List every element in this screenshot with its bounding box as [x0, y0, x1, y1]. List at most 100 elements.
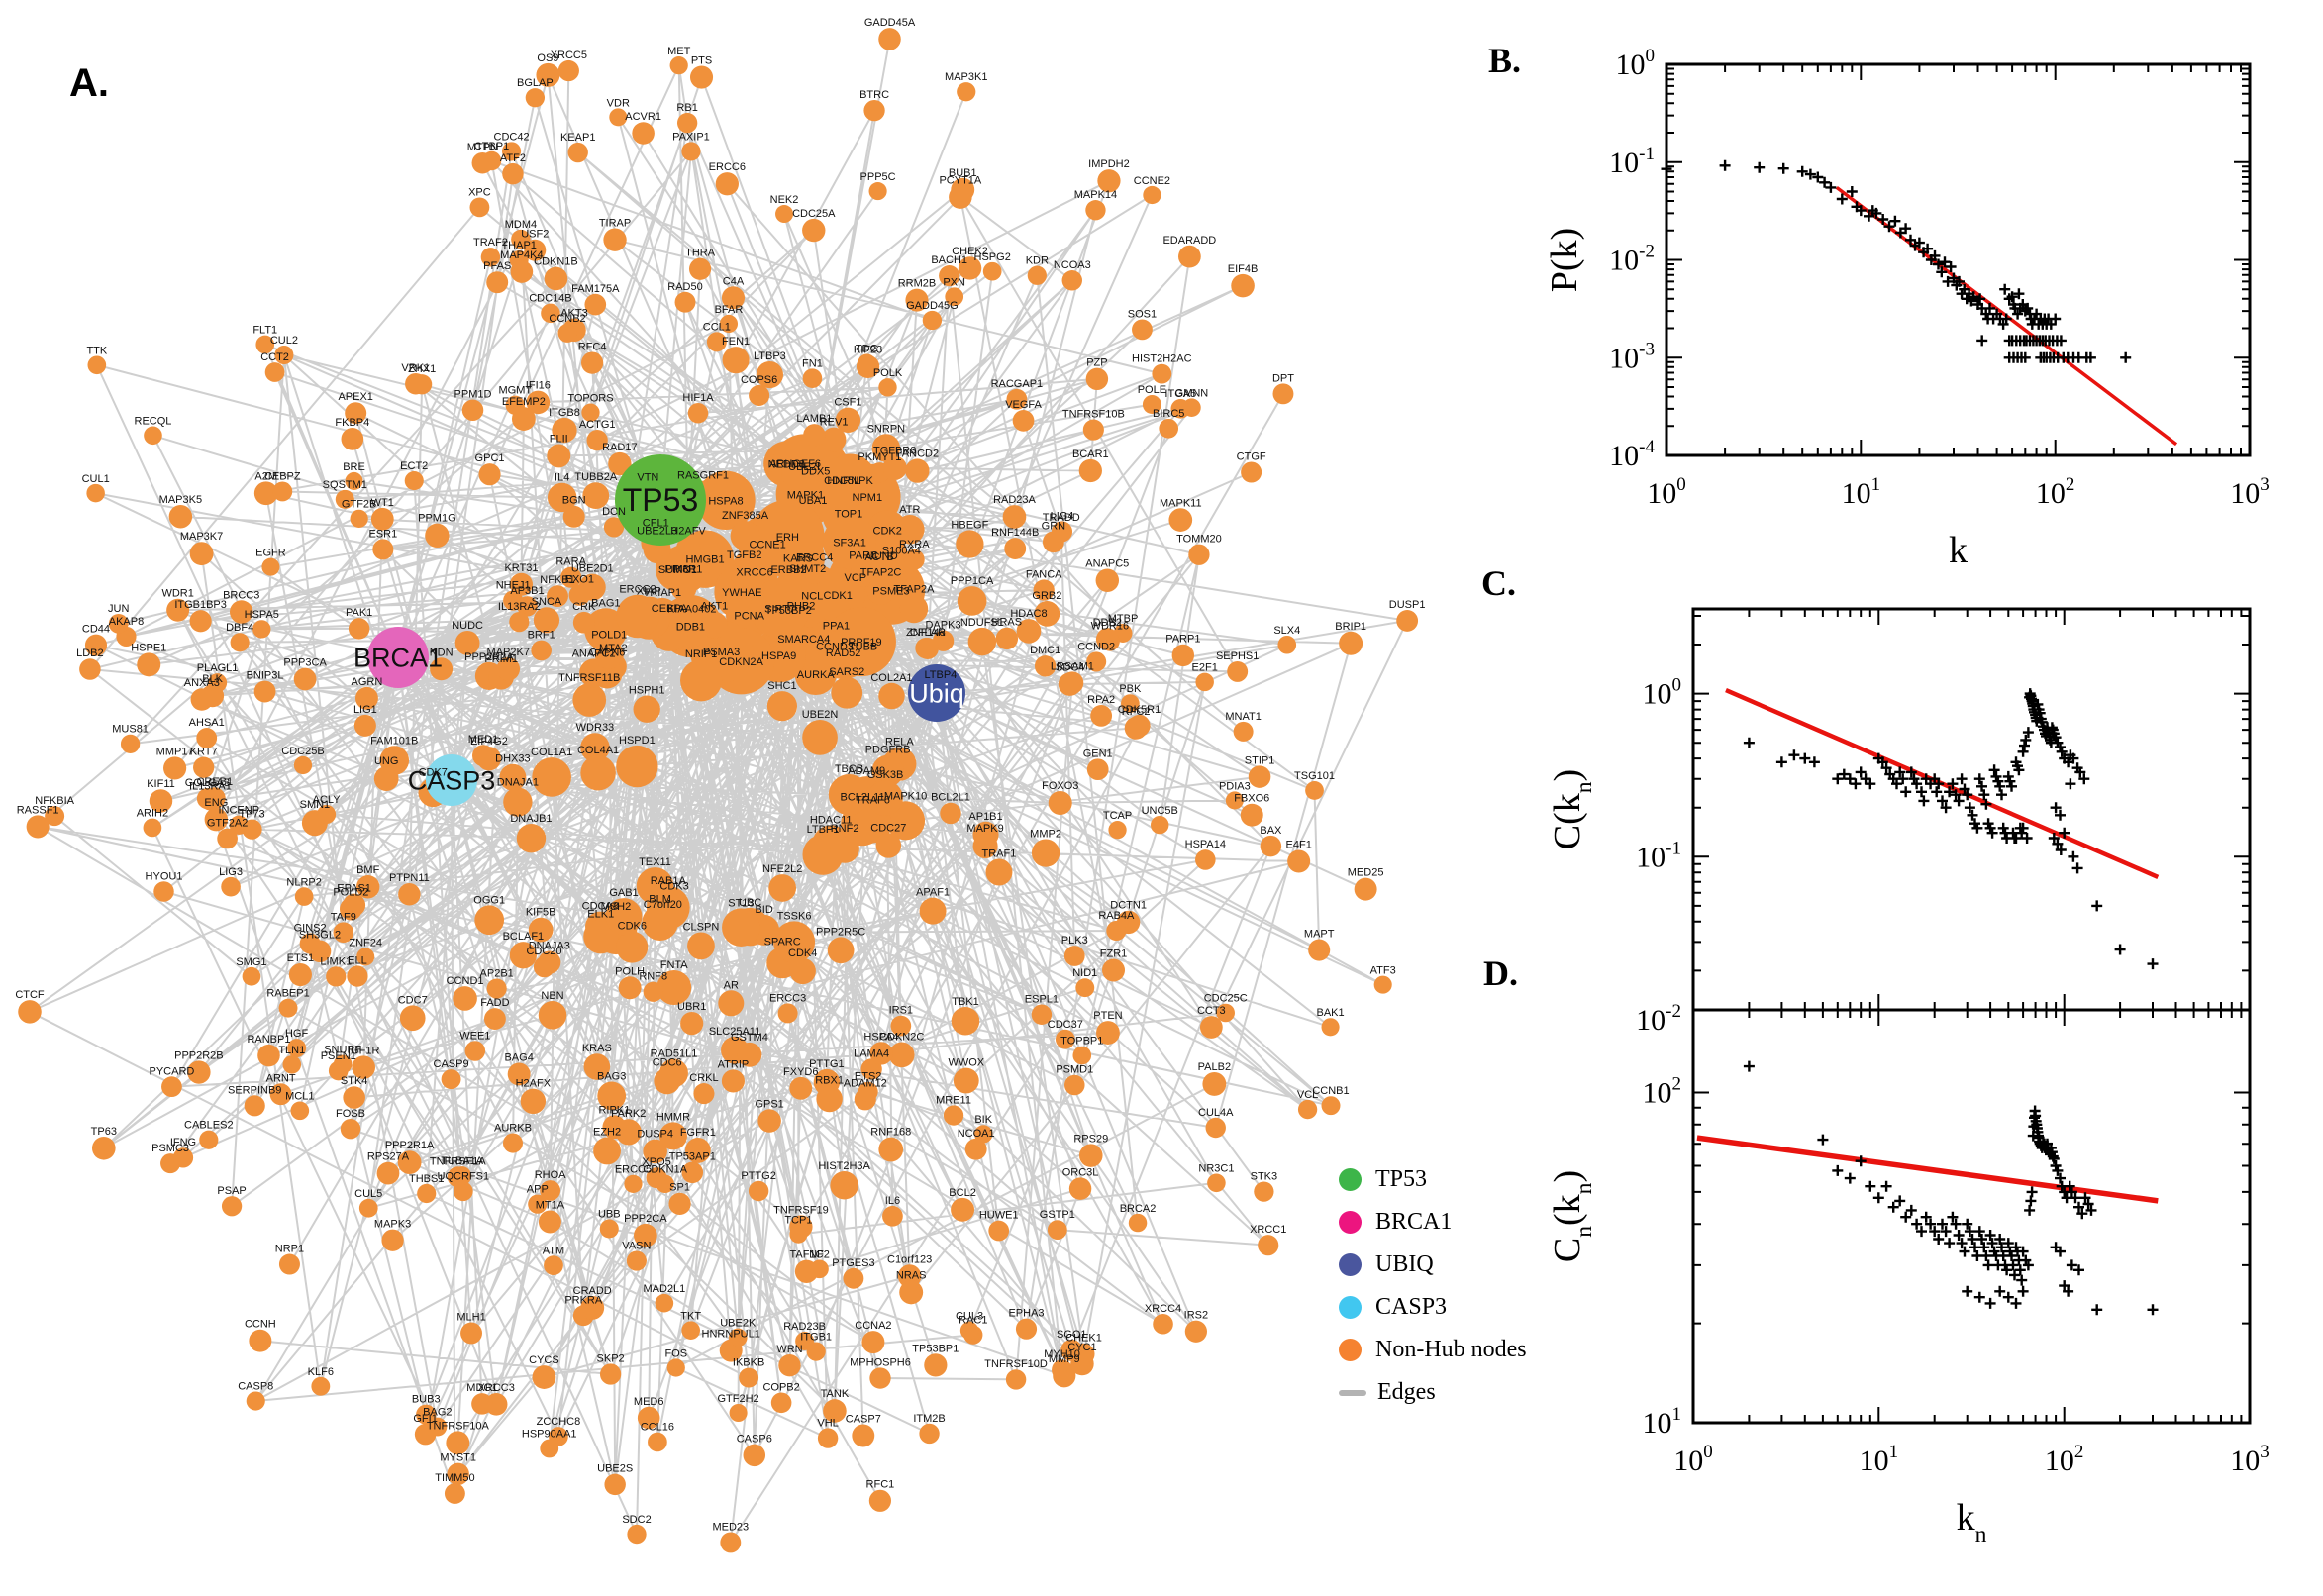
network-node[interactable] [789, 1076, 813, 1100]
network-node[interactable] [951, 1006, 980, 1036]
network-node[interactable] [580, 351, 604, 374]
network-node[interactable] [922, 310, 943, 331]
network-node[interactable] [26, 815, 50, 839]
network-node[interactable] [333, 922, 354, 943]
network-node[interactable] [878, 28, 901, 50]
network-node[interactable] [144, 426, 162, 446]
network-node[interactable] [293, 755, 313, 775]
network-node[interactable] [626, 1250, 647, 1271]
network-node[interactable] [680, 1012, 704, 1036]
network-node[interactable] [253, 481, 278, 506]
network-node[interactable] [358, 1198, 378, 1218]
network-node[interactable] [605, 898, 643, 936]
network-node[interactable] [533, 607, 560, 634]
network-node[interactable] [187, 1060, 211, 1084]
network-node[interactable] [1034, 601, 1060, 627]
network-node[interactable] [372, 539, 394, 560]
network-node[interactable] [499, 763, 527, 791]
network-node[interactable] [580, 733, 610, 762]
network-node[interactable] [544, 266, 568, 291]
network-node[interactable] [866, 577, 895, 605]
network-node[interactable] [343, 1086, 365, 1109]
network-node[interactable] [701, 611, 728, 639]
network-node[interactable] [345, 402, 367, 425]
network-node[interactable] [1321, 1096, 1341, 1116]
network-node[interactable] [957, 82, 976, 102]
network-node[interactable] [1090, 705, 1113, 727]
network-node[interactable] [668, 1192, 691, 1215]
network-node[interactable] [919, 1423, 940, 1445]
network-node[interactable] [721, 286, 746, 310]
network-node[interactable] [1308, 939, 1331, 961]
network-node[interactable] [924, 1353, 948, 1377]
network-node[interactable] [203, 787, 226, 810]
network-node[interactable] [689, 65, 714, 89]
network-node[interactable] [1085, 367, 1109, 391]
network-node[interactable] [1233, 721, 1254, 742]
network-node[interactable] [249, 1329, 272, 1352]
network-node[interactable] [821, 427, 847, 452]
network-node[interactable] [1095, 568, 1120, 592]
network-node[interactable] [1078, 1144, 1103, 1167]
network-node[interactable] [982, 261, 1002, 281]
network-node[interactable] [916, 637, 939, 660]
network-node[interactable] [510, 260, 534, 283]
network-node[interactable] [252, 620, 271, 639]
network-node[interactable] [1258, 1235, 1279, 1256]
network-node[interactable] [1188, 544, 1210, 565]
network-node[interactable] [749, 384, 770, 406]
network-node[interactable] [599, 1219, 619, 1239]
network-node[interactable] [526, 390, 551, 415]
network-node[interactable] [659, 1058, 688, 1088]
network-node[interactable] [943, 1105, 964, 1126]
network-node[interactable] [722, 347, 750, 374]
network-node[interactable] [609, 108, 628, 127]
network-node[interactable] [528, 1194, 548, 1214]
network-node[interactable] [1034, 655, 1057, 677]
network-node[interactable] [1063, 946, 1085, 966]
network-node[interactable] [1227, 660, 1249, 682]
network-node[interactable] [1240, 803, 1263, 827]
network-node[interactable] [257, 1044, 280, 1067]
network-node[interactable] [453, 986, 477, 1011]
network-node[interactable] [777, 1003, 798, 1024]
network-node[interactable] [648, 1432, 667, 1452]
network-node[interactable] [1153, 1313, 1173, 1335]
network-node[interactable] [863, 99, 885, 122]
network-node[interactable] [878, 378, 897, 397]
network-node[interactable] [478, 463, 501, 486]
network-node[interactable] [453, 1166, 472, 1186]
network-node[interactable] [87, 355, 107, 375]
network-node[interactable] [643, 1139, 667, 1164]
network-node[interactable] [951, 1197, 975, 1222]
network-node[interactable] [1015, 1318, 1038, 1340]
network-node[interactable] [1373, 975, 1392, 994]
network-node[interactable] [282, 1055, 302, 1074]
network-node[interactable] [718, 990, 745, 1017]
network-node[interactable] [454, 630, 480, 655]
network-node[interactable] [501, 142, 522, 161]
network-node[interactable] [474, 905, 505, 936]
network-node[interactable] [568, 584, 591, 606]
network-node[interactable] [294, 887, 314, 906]
network-node[interactable] [444, 1483, 465, 1504]
network-node[interactable] [869, 1042, 893, 1065]
network-node[interactable] [939, 265, 960, 287]
network-node[interactable] [137, 652, 161, 677]
network-node[interactable] [858, 353, 876, 372]
network-node[interactable] [706, 332, 727, 352]
network-node[interactable] [1068, 1177, 1092, 1200]
network-node[interactable] [778, 1353, 801, 1377]
network-node[interactable] [293, 667, 317, 691]
network-node[interactable] [802, 720, 838, 755]
network-node[interactable] [850, 560, 877, 587]
network-node[interactable] [730, 559, 758, 588]
network-node[interactable] [547, 444, 571, 468]
network-node[interactable] [544, 1255, 563, 1276]
network-node[interactable] [1142, 395, 1162, 414]
network-node[interactable] [461, 399, 484, 422]
network-node[interactable] [643, 981, 663, 1002]
network-node[interactable] [899, 1280, 924, 1305]
network-node[interactable] [572, 683, 607, 717]
network-node[interactable] [1231, 273, 1255, 298]
